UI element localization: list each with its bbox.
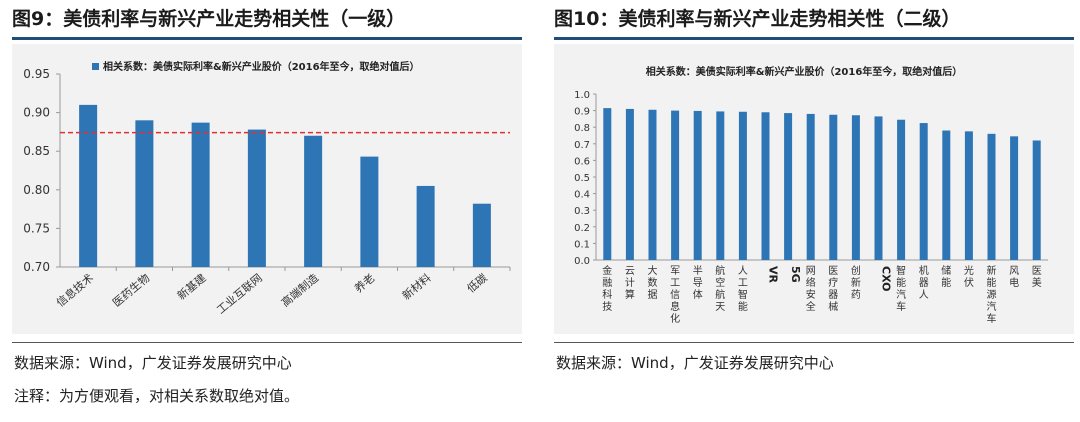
bar xyxy=(874,116,883,260)
figure-9-chart: 相关系数：美债实际利率&新兴产业股价（2016年至今，取绝对值后） 0.70 0.7… xyxy=(12,44,522,334)
bottom-divider xyxy=(12,342,522,343)
x-tick-label: VR xyxy=(767,266,780,284)
x-tick-label: 低碳 xyxy=(464,271,490,296)
bar xyxy=(671,110,680,260)
x-tick-label: 工业互联网 xyxy=(214,271,264,316)
x-tick-label: 风电 xyxy=(1009,265,1019,289)
y-tick-label: 0.80 xyxy=(23,183,50,197)
y-tick-label: 0.70 xyxy=(23,260,50,274)
bar xyxy=(79,104,98,267)
x-tick-label: 高端制造 xyxy=(278,271,321,310)
y-tick-label: 0.5 xyxy=(574,173,590,184)
y-tick-label: 0.3 xyxy=(574,206,590,217)
x-tick-label: 智能汽车 xyxy=(896,264,906,313)
y-tick-label: 0.9 xyxy=(574,107,590,118)
bar xyxy=(416,185,435,267)
bar xyxy=(648,109,657,261)
bar xyxy=(829,114,838,260)
bar xyxy=(761,112,770,260)
x-tick-label: 光伏 xyxy=(964,264,974,289)
footnote: 注释：为方便观看，对相关系数取绝对值。 xyxy=(14,387,300,405)
x-tick-label: 创新药 xyxy=(851,264,861,301)
figure-10-chart: 相关系数：美债实际利率&新兴产业股价（2016年至今，取绝对值后） 0.0 0.1 0… xyxy=(554,44,1074,334)
x-tick-label: 人工智能 xyxy=(738,265,748,313)
x-tick-label: 新材料 xyxy=(399,271,433,303)
y-tick-label: 0.95 xyxy=(23,67,50,81)
y-tick-label: 0.85 xyxy=(23,144,50,158)
x-tick-label: 网络安全 xyxy=(806,265,816,313)
x-tick-label: 新基建 xyxy=(174,271,208,303)
bar xyxy=(191,122,210,267)
bar xyxy=(919,123,928,260)
figure-10-svg: 相关系数：美债实际利率&新兴产业股价（2016年至今，取绝对值后） 0.0 0.1 0… xyxy=(574,65,1048,325)
x-tick-label: 储能 xyxy=(941,264,951,289)
bar xyxy=(1032,140,1041,260)
bar xyxy=(603,108,612,260)
bar xyxy=(1010,136,1019,260)
data-source: 数据来源：Wind，广发证券发展研究中心 xyxy=(14,354,292,372)
x-tick-label: 航空航天 xyxy=(715,264,725,313)
x-tick-label: 金融科技 xyxy=(602,264,612,313)
y-tick-label: 0.75 xyxy=(23,221,50,235)
bar xyxy=(806,113,815,260)
bar xyxy=(851,115,860,260)
bar xyxy=(625,108,634,260)
y-tick-label: 0.8 xyxy=(574,123,590,134)
x-tick-label: 机器人 xyxy=(919,264,929,301)
x-tick-label: CXO xyxy=(880,266,893,292)
bottom-divider xyxy=(554,342,1074,343)
x-tick-label: 大数据 xyxy=(648,264,658,301)
x-tick-label: 半导体 xyxy=(693,264,703,301)
bar xyxy=(472,203,491,267)
bar xyxy=(738,111,747,261)
figure-10-title: 图10：美债利率与新兴产业走势相关性（二级） xyxy=(554,8,961,30)
y-tick-label: 0.2 xyxy=(574,223,590,234)
bar xyxy=(964,131,973,260)
y-tick-label: 0.6 xyxy=(574,156,590,167)
title-divider xyxy=(12,37,522,40)
bar xyxy=(897,119,906,260)
x-tick-label: 医疗器械 xyxy=(828,265,838,313)
y-tick-label: 1.0 xyxy=(574,90,590,101)
legend-label: 相关系数：美债实际利率&新兴产业股价（2016年至今，取绝对值后） xyxy=(103,60,420,73)
bar xyxy=(987,133,996,260)
x-tick-label: 5G xyxy=(789,266,802,283)
data-source: 数据来源：Wind，广发证券发展研究中心 xyxy=(556,354,834,372)
title-divider xyxy=(554,37,1074,40)
bar xyxy=(360,156,379,267)
bar xyxy=(247,129,266,267)
x-tick-label: 医美 xyxy=(1032,265,1042,289)
x-tick-label: 医药生物 xyxy=(110,271,153,310)
figure-9-svg: 相关系数：美债实际利率&新兴产业股价（2016年至今，取绝对值后） 0.70 0.7… xyxy=(23,60,511,317)
x-tick-label: 信息技术 xyxy=(53,271,96,310)
y-tick-label: 0.4 xyxy=(574,190,590,201)
x-tick-label: 军工信息化 xyxy=(670,265,680,325)
chart-title: 相关系数：美债实际利率&新兴产业股价（2016年至今，取绝对值后） xyxy=(646,65,963,78)
figure-9-title: 图9：美债利率与新兴产业走势相关性（一级） xyxy=(12,8,406,30)
x-tick-label: 养老 xyxy=(351,271,377,296)
x-tick-label: 云计算 xyxy=(625,266,635,301)
x-tick-label: 新能源汽车 xyxy=(987,264,997,325)
bar xyxy=(693,110,702,260)
y-tick-label: 0.1 xyxy=(574,239,590,250)
legend-swatch xyxy=(92,63,99,70)
y-tick-label: 0.7 xyxy=(574,140,590,151)
bar xyxy=(942,130,951,260)
y-tick-label: 0.0 xyxy=(574,256,590,267)
bar xyxy=(716,111,725,261)
bar xyxy=(784,113,793,260)
y-tick-label: 0.90 xyxy=(23,106,50,120)
bar xyxy=(135,120,154,267)
bar xyxy=(304,135,323,267)
